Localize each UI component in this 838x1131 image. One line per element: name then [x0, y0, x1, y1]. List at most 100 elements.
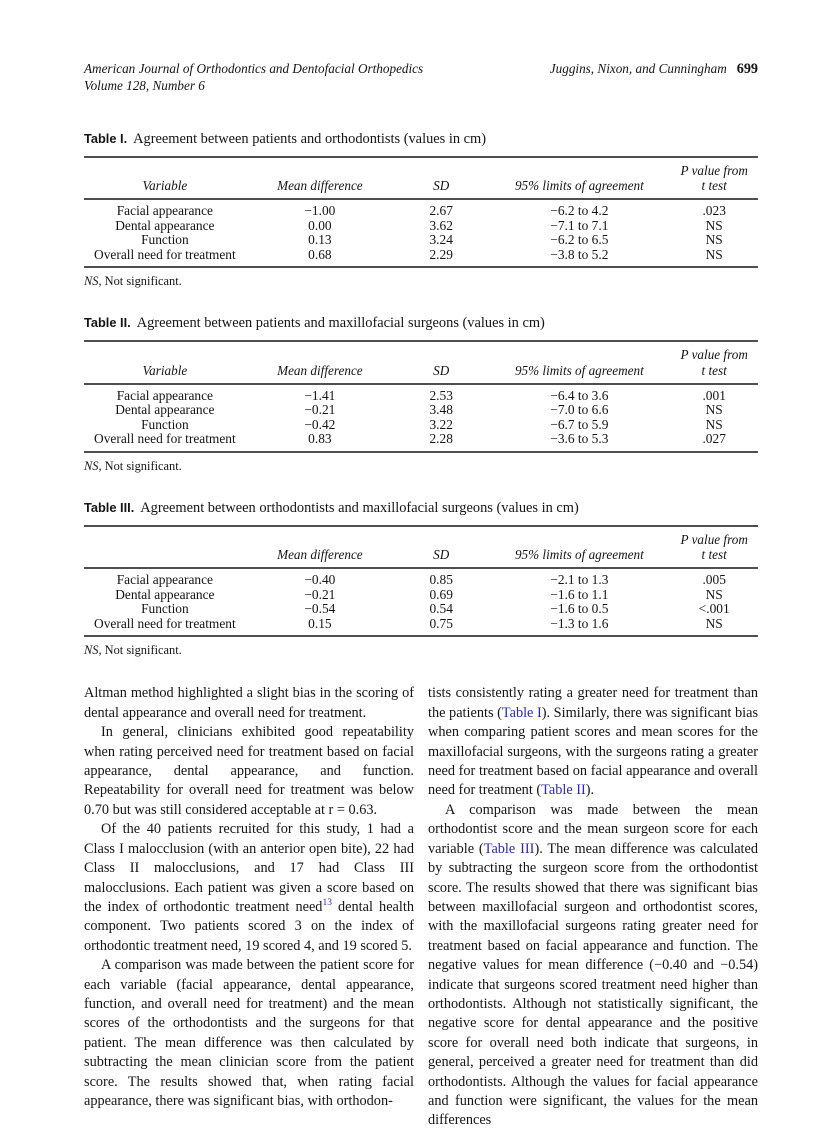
table-1-caption: Table I. Agreement between patients and o…: [84, 131, 758, 148]
column-header-mean-difference: Mean difference: [245, 156, 395, 201]
table-3-header-row: Mean difference SD 95% limits of agreeme…: [84, 525, 758, 570]
cell-p-value: .005: [702, 572, 726, 588]
column-header-limits: 95% limits of agreement: [488, 525, 671, 570]
cell-variable: Function: [141, 416, 189, 432]
cell-variable: Dental appearance: [115, 402, 215, 418]
cell-variable: Dental appearance: [115, 217, 215, 233]
cell-limits: −7.0 to 6.6: [550, 402, 609, 418]
running-head-right: Juggins, Nixon, and Cunningham 699: [550, 60, 758, 79]
journal-page: American Journal of Orthodontics and Den…: [84, 60, 758, 1131]
p-header-line1: P value from: [680, 347, 748, 363]
table-row: Facial appearance −0.40 0.85 −2.1 to 1.3…: [84, 568, 758, 588]
cell-limits: −6.2 to 4.2: [550, 203, 609, 218]
column-header-p-value: P value from t test: [670, 341, 758, 385]
text-run: dental health component. Two patients sc…: [84, 898, 414, 954]
body-paragraph: tists consistently rating a greater need…: [428, 684, 758, 800]
cell-mean-difference: −1.41: [304, 387, 336, 403]
footnote-text: , Not significant.: [98, 643, 182, 658]
cell-mean-difference: −1.00: [304, 203, 336, 218]
citation-ref[interactable]: 13: [322, 898, 332, 909]
column-header-variable: [84, 525, 246, 570]
cell-p-value: .001: [702, 387, 726, 403]
cell-mean-difference: 0.13: [308, 232, 332, 248]
table-2-caption-text: Agreement between patients and maxillofa…: [136, 315, 545, 332]
journal-title: American Journal of Orthodontics and Den…: [84, 61, 424, 76]
cell-limits: −6.4 to 3.6: [550, 387, 609, 403]
journal-volume: Volume 128, Number 6: [84, 78, 205, 94]
page-number: 699: [736, 61, 758, 77]
cell-limits: −3.8 to 5.2: [550, 246, 609, 262]
text-run: tists consistently rating a greater need…: [428, 685, 758, 721]
right-column: tists consistently rating a greater need…: [428, 684, 758, 1130]
table-row: Overall need for treatment 0.68 2.29 −3.…: [84, 246, 758, 268]
p-header-line1: P value from: [680, 162, 748, 178]
cell-sd: 2.28: [429, 431, 453, 447]
cell-mean-difference: −0.54: [304, 601, 336, 617]
cell-limits: −2.1 to 1.3: [550, 572, 609, 588]
agreement-table-3: Mean difference SD 95% limits of agreeme…: [84, 524, 758, 638]
cell-sd: 2.67: [429, 203, 453, 218]
running-authors: Juggins, Nixon, and Cunningham: [549, 61, 727, 76]
table-row: Overall need for treatment 0.83 2.28 −3.…: [84, 432, 758, 452]
table-row: Function −0.42 3.22 −6.7 to 5.9 NS: [84, 416, 758, 433]
table-ref-link[interactable]: Table I: [501, 704, 542, 721]
table-1-section: Table I. Agreement between patients and o…: [84, 131, 758, 290]
cell-limits: −1.6 to 0.5: [550, 601, 609, 617]
cell-p-value: <.001: [698, 601, 730, 617]
cell-mean-difference: 0.83: [308, 431, 332, 447]
article-body: Altman method highlighted a slight bias …: [84, 684, 758, 1130]
text-run: Of the 40 patients recruited for this st…: [84, 821, 414, 915]
cell-limits: −3.6 to 5.3: [550, 431, 609, 447]
table-3-footnote: NS, Not significant.: [84, 643, 758, 658]
running-head-left: American Journal of Orthodontics and Den…: [84, 60, 423, 95]
footnote-text: , Not significant.: [98, 274, 182, 289]
cell-mean-difference: −0.42: [304, 416, 336, 432]
cell-limits: −1.3 to 1.6: [550, 615, 609, 631]
cell-variable: Facial appearance: [116, 572, 214, 588]
cell-mean-difference: −0.21: [304, 586, 336, 602]
text-run: ). The mean difference was calculated by…: [428, 840, 759, 1129]
cell-mean-difference: −0.21: [304, 402, 336, 418]
cell-sd: 0.54: [429, 601, 453, 617]
table-2-footnote: NS, Not significant.: [84, 459, 758, 474]
cell-p-value: NS: [705, 586, 723, 602]
column-header-sd: SD: [394, 156, 489, 201]
table-row: Facial appearance −1.00 2.67 −6.2 to 4.2…: [84, 199, 758, 219]
body-paragraph: In general, clinicians exhibited good re…: [84, 723, 414, 820]
cell-p-value: NS: [705, 402, 723, 418]
cell-mean-difference: −0.40: [304, 572, 336, 588]
cell-variable: Facial appearance: [116, 203, 214, 218]
table-1-header-row: Variable Mean difference SD 95% limits o…: [84, 156, 758, 201]
table-ref-link[interactable]: Table III: [483, 840, 535, 857]
table-1-footnote: NS, Not significant.: [84, 274, 758, 289]
column-header-sd: SD: [394, 525, 489, 570]
cell-sd: 0.69: [429, 586, 453, 602]
cell-variable: Overall need for treatment: [94, 431, 236, 447]
table-row: Function 0.13 3.24 −6.2 to 6.5 NS: [84, 233, 758, 248]
table-2-section: Table II. Agreement between patients and …: [84, 315, 758, 474]
table-3-label: Table III.: [84, 499, 135, 515]
cell-limits: −6.7 to 5.9: [550, 416, 609, 432]
agreement-table-1: Variable Mean difference SD 95% limits o…: [84, 155, 758, 269]
column-header-p-value: P value from t test: [670, 525, 758, 570]
body-paragraph: A comparison was made between the patien…: [84, 956, 414, 1111]
left-column: Altman method highlighted a slight bias …: [84, 684, 414, 1130]
column-header-variable: Variable: [84, 341, 246, 385]
cell-sd: 3.24: [429, 232, 453, 248]
column-header-variable: Variable: [84, 156, 246, 201]
cell-sd: 0.75: [429, 615, 453, 631]
column-header-sd: SD: [394, 341, 489, 385]
column-header-limits: 95% limits of agreement: [488, 156, 671, 201]
cell-variable: Overall need for treatment: [94, 246, 236, 262]
table-row: Function −0.54 0.54 −1.6 to 0.5 <.001: [84, 602, 758, 617]
cell-p-value: NS: [705, 232, 723, 248]
p-header-line2: t test: [701, 362, 727, 378]
cell-sd: 3.22: [429, 416, 453, 432]
text-run: A comparison was made between the patien…: [84, 957, 414, 1109]
p-header-line2: t test: [701, 547, 727, 563]
table-ref-link[interactable]: Table II: [541, 782, 586, 799]
cell-limits: −1.6 to 1.1: [550, 586, 609, 602]
cell-mean-difference: 0.15: [308, 615, 332, 631]
cell-variable: Overall need for treatment: [94, 615, 236, 631]
text-run: A comparison was made between the mean o…: [428, 801, 758, 857]
